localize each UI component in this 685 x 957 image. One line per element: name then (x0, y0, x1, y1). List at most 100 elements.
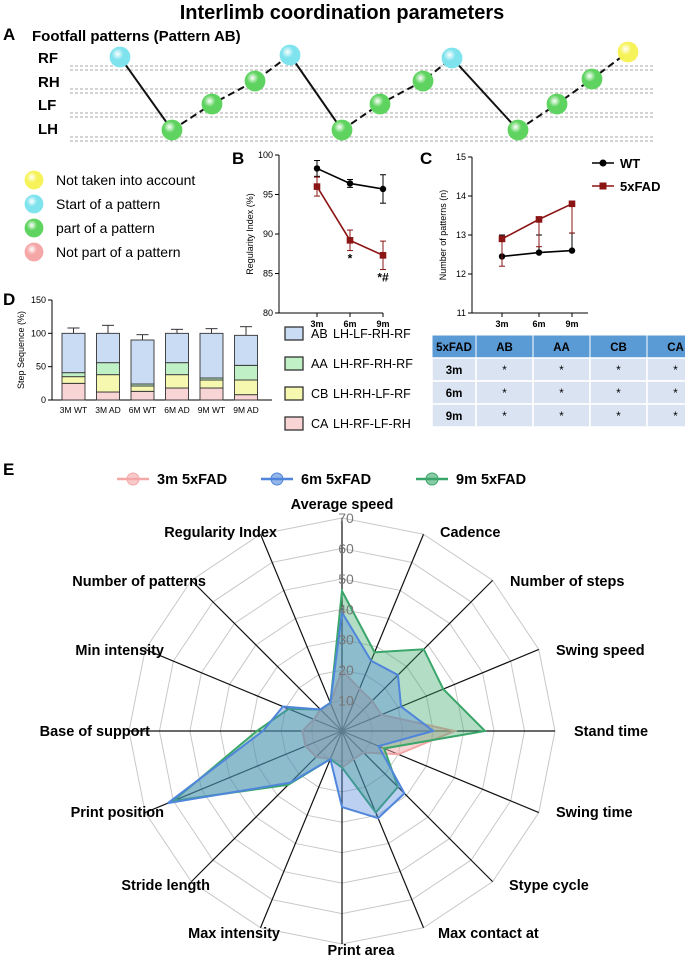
x-tick-label: 3m (310, 319, 323, 329)
x-tick-label: 6M WT (129, 405, 156, 415)
point-wt (379, 185, 387, 193)
footfall-marker-green (244, 70, 266, 92)
point-wt (346, 180, 354, 187)
figure-title: Interlimb coordination parameters (180, 2, 505, 24)
bar-segment-ca (165, 387, 189, 401)
bar-segment-ab (165, 332, 189, 364)
footfall-markers (109, 41, 639, 141)
radar-spoke (259, 730, 343, 929)
legend-marker (270, 472, 284, 486)
footfall-marker-green (369, 93, 391, 115)
y-tick-label: 100 (258, 150, 273, 160)
footfall-marker-cyan (109, 46, 131, 68)
chart-c: 11 12 13 14 15 3m 6m 9m Number of patterns (n) WT… (438, 152, 660, 329)
legend-label: 5xFAD (620, 179, 660, 194)
bar-segment-ca (61, 382, 86, 401)
radar-axis-label: Min intensity (75, 643, 164, 659)
y-axis-label: Number of patterns (n) (438, 190, 448, 281)
legend-sequence: LH-LF-RH-RF (333, 327, 411, 341)
significance-table: 5xFAD AB AA CB CA 3m * * * * 6m * * * * 9m * * * * (431, 334, 685, 428)
table-cell (646, 380, 685, 405)
bar-segment-cb (96, 374, 120, 393)
footfall-legend: Not taken into account Start of a pattern… (24, 170, 195, 262)
legend-code: AB (311, 327, 328, 341)
legend-marker-yellow (24, 170, 44, 190)
y-tick-label: 100 (31, 328, 46, 338)
legend-swatch-ab (284, 326, 304, 341)
y-tick-label: 0 (41, 395, 46, 405)
radar-axis-label: Number of patterns (72, 574, 206, 590)
legend-label: WT (620, 156, 640, 171)
y-tick-label: 150 (31, 295, 46, 305)
x-tick-label: 9m (565, 319, 578, 329)
legend-point-5xfad (599, 182, 607, 190)
bar-segment-ca (199, 387, 224, 401)
panel-label-d: D (3, 290, 15, 309)
footfall-marker-yellow (617, 41, 639, 63)
radar-tick-label: 10 (338, 693, 354, 709)
legend-sequence: LH-RF-LF-RH (333, 417, 411, 431)
x-tick-label: 6M AD (164, 405, 190, 415)
legend-code: CA (311, 417, 329, 431)
bar-segment-ca (96, 391, 120, 401)
footfall-marker-green (201, 93, 223, 115)
radar-spoke (259, 533, 343, 732)
footfall-title: Footfall patterns (Pattern AB) (32, 28, 241, 45)
table-header-label: AA (553, 342, 570, 354)
radar-tick-label: 40 (338, 601, 354, 617)
footfall-marker-cyan (279, 44, 301, 66)
limb-labels: RF RH LF LH (38, 50, 60, 138)
radar-axis-label: Print area (328, 943, 396, 957)
radar-axis-label: Average speed (291, 497, 394, 513)
table-cell-value: * (559, 388, 564, 400)
y-tick-label: 85 (263, 269, 273, 279)
y-tick-label: 13 (456, 230, 466, 240)
legend-swatch-ca (284, 416, 304, 431)
legend-label: 3m 5xFAD (157, 472, 227, 488)
table-cell-value: 6m (446, 388, 463, 400)
table-header-label: AB (496, 342, 513, 354)
x-tick-label: 6m (343, 319, 356, 329)
radar-tick-label: 60 (338, 540, 354, 556)
limb-label-rf: RF (38, 50, 58, 67)
bar-segment-aa (234, 364, 258, 381)
radar-axis-label: Stride length (121, 878, 210, 894)
bar-segment-cb (130, 385, 155, 392)
bar-segment-aa (61, 372, 86, 378)
legend-label: Not taken into account (56, 172, 195, 188)
radar-tick-label: 20 (338, 662, 354, 678)
legend-swatch-cb (284, 386, 304, 401)
bar-segment-aa (96, 362, 120, 376)
footfall-marker-green (331, 119, 353, 141)
bar-segment-ab (96, 332, 120, 364)
footfall-marker-green (507, 119, 529, 141)
y-tick-label: 15 (456, 152, 466, 162)
radar-axis-label: Cadence (440, 525, 500, 541)
legend-sequence: LH-RF-RH-RF (333, 357, 413, 371)
limb-label-lf: LF (38, 97, 56, 114)
legend-marker (126, 472, 140, 486)
radar-tick-label: 30 (338, 632, 354, 648)
chart-e: 3m 5xFAD 6m 5xFAD 9m 5xFAD 10 20 30 40 50 60 70Av… (40, 472, 649, 957)
table-cell-value: * (559, 365, 564, 377)
bar-segment-ab (199, 332, 224, 379)
footfall-marker-green (581, 68, 603, 90)
radar-axis-label: Max intensity (188, 926, 280, 942)
point-wt (568, 247, 576, 254)
bar-segment-cb (61, 376, 86, 384)
y-tick-label: 95 (263, 190, 273, 200)
bar-segment-ab (61, 332, 86, 374)
table-cell-value: * (559, 411, 564, 423)
legend-label: Start of a pattern (56, 196, 160, 212)
table-cell-value: * (502, 365, 507, 377)
panel-label-a: A (3, 25, 15, 44)
radar-spoke (341, 730, 425, 929)
table-cell-value: 3m (446, 365, 463, 377)
radar-axis-label: Base of support (40, 724, 151, 740)
footfall-marker-cyan (441, 47, 463, 69)
limb-label-lh: LH (38, 121, 58, 138)
radar-spoke (144, 648, 343, 732)
legend-code: CB (311, 387, 328, 401)
bar-segment-cb (199, 379, 224, 389)
